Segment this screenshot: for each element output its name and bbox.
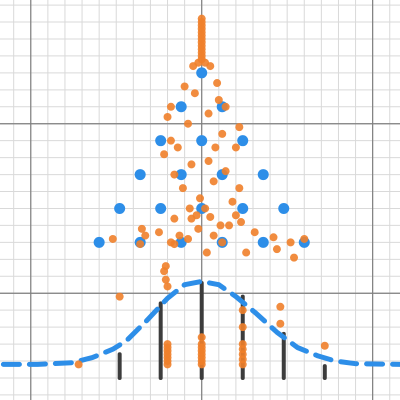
orange-point xyxy=(74,360,83,369)
orange-point xyxy=(214,96,223,104)
orange-point xyxy=(218,238,227,247)
orange-point xyxy=(235,184,244,193)
orange-point xyxy=(170,214,179,223)
orange-point xyxy=(216,221,225,230)
orange-point xyxy=(276,319,285,328)
orange-point xyxy=(194,224,203,233)
blue-point xyxy=(93,236,105,248)
orange-point xyxy=(225,221,234,230)
orange-point xyxy=(194,58,203,67)
orange-point xyxy=(201,58,210,67)
orange-point xyxy=(213,79,222,88)
orange-point xyxy=(163,360,172,369)
orange-point xyxy=(197,360,206,369)
orange-point xyxy=(209,231,218,240)
orange-point xyxy=(160,150,169,159)
orange-point xyxy=(218,129,227,138)
blue-point xyxy=(114,202,126,214)
normal-curve-line xyxy=(0,278,400,367)
orange-point xyxy=(286,238,295,247)
orange-point xyxy=(115,292,124,301)
orange-point xyxy=(160,267,169,276)
orange-point xyxy=(206,212,215,221)
orange-point xyxy=(175,231,184,240)
orange-point xyxy=(204,157,213,166)
orange-point xyxy=(196,194,204,203)
orange-point-series xyxy=(74,14,329,369)
orange-point xyxy=(201,204,210,213)
orange-point xyxy=(173,143,182,152)
orange-point xyxy=(320,341,329,350)
orange-point xyxy=(300,234,309,243)
orange-point xyxy=(190,89,199,98)
orange-point xyxy=(180,82,189,91)
orange-point xyxy=(170,170,179,179)
orange-point xyxy=(269,233,278,242)
orange-point xyxy=(141,231,150,240)
orange-point xyxy=(197,333,206,342)
normal-curve-series xyxy=(0,278,400,367)
blue-point xyxy=(257,236,269,248)
orange-point xyxy=(237,218,246,227)
blue-point xyxy=(175,169,187,181)
orange-point xyxy=(154,228,163,237)
blue-point xyxy=(134,169,146,181)
orange-point xyxy=(290,253,299,262)
orange-point xyxy=(238,306,247,315)
orange-point xyxy=(211,143,220,152)
blue-point xyxy=(155,202,167,214)
orange-point xyxy=(202,248,211,257)
orange-point xyxy=(238,323,247,332)
blue-point xyxy=(278,202,290,214)
orange-point xyxy=(136,240,145,249)
orange-point xyxy=(228,197,237,206)
orange-point xyxy=(108,234,117,243)
orange-point xyxy=(166,102,175,111)
blue-point-series xyxy=(93,67,310,248)
orange-point xyxy=(221,102,230,111)
orange-point xyxy=(238,340,247,349)
orange-point xyxy=(276,302,285,311)
orange-point xyxy=(221,167,230,176)
blue-point xyxy=(257,169,269,181)
orange-point xyxy=(178,184,187,193)
blue-point xyxy=(196,135,208,147)
blue-point xyxy=(175,236,187,248)
orange-point xyxy=(231,143,240,152)
orange-point xyxy=(209,177,218,186)
orange-point xyxy=(184,234,193,243)
blue-point xyxy=(175,101,187,113)
orange-point xyxy=(235,123,244,132)
blue-point xyxy=(237,202,249,214)
orange-point xyxy=(161,275,170,284)
orange-point xyxy=(184,119,193,128)
orange-point xyxy=(163,282,172,291)
orange-point xyxy=(187,160,196,169)
orange-point xyxy=(242,248,251,257)
orange-point xyxy=(185,204,194,213)
orange-point xyxy=(163,112,172,121)
blue-point xyxy=(155,135,167,147)
orange-point xyxy=(231,211,240,220)
orange-point xyxy=(204,109,213,118)
orange-point xyxy=(272,245,281,254)
orange-point xyxy=(170,240,179,249)
orange-point xyxy=(166,136,175,145)
blue-point xyxy=(196,67,208,79)
orange-point xyxy=(250,228,259,237)
blue-point xyxy=(237,135,249,147)
orange-point xyxy=(137,224,146,233)
orange-point xyxy=(192,211,201,220)
